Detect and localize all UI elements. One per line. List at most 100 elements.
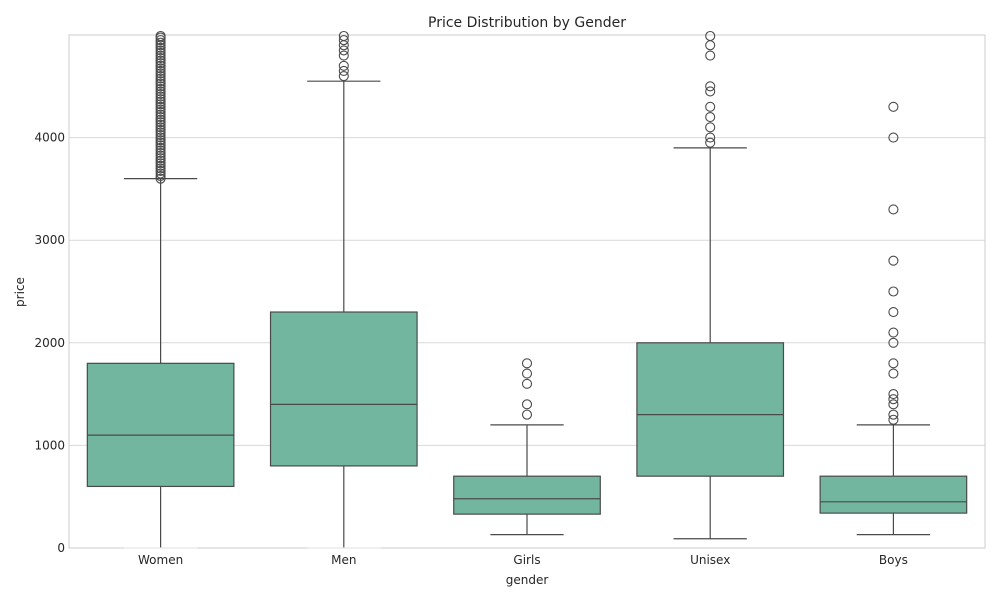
outlier-point [155,142,166,153]
outlier-point [888,409,899,420]
outlier-point [705,50,716,61]
outlier-point [155,173,166,184]
outlier-point [155,81,166,92]
box-iqr [453,475,601,515]
outlier-point [888,414,899,425]
box-group [636,30,785,540]
x-tick-label: Unisex [690,553,730,567]
outlier-point [155,68,166,79]
outlier-point [888,204,899,215]
outlier-point [155,37,166,48]
outlier-point [888,358,899,369]
outlier-point [521,399,533,410]
outlier-point [155,96,166,107]
outlier-point [155,112,166,123]
box-group [269,30,418,549]
outlier-point [888,132,899,143]
outlier-point [155,132,166,143]
outlier-point [888,389,899,400]
outlier-point [155,101,166,112]
outlier-point [155,70,166,82]
outlier-point [705,122,716,133]
outlier-point [155,163,166,174]
outlier-point [155,53,166,64]
box-iqr [86,362,235,488]
outlier-point [155,55,166,66]
plot-frame [68,34,986,549]
outlier-point [155,168,166,179]
outlier-point [155,129,166,141]
outlier-point [338,35,349,46]
outlier-point [155,88,166,100]
x-tick-label: Men [331,553,356,567]
box-iqr [819,475,968,514]
outlier-point [155,35,166,46]
outlier-point [888,101,899,112]
outlier-point [155,155,166,166]
outlier-point [155,147,166,159]
box-group [453,358,601,536]
chart-title: Price Distribution by Gender [428,15,626,31]
outlier-point [155,60,166,71]
outlier-point [155,140,166,151]
y-tick-label: 4000 [34,131,65,145]
outlier-point [155,63,166,74]
outlier-point [521,409,533,420]
outlier-point [705,101,716,112]
outlier-point [705,112,716,123]
outlier-point [155,65,166,76]
box-group [86,30,235,549]
outlier-point [155,30,166,42]
outlier-point [155,124,166,135]
outlier-point [155,171,166,182]
outlier-point [155,86,166,97]
outlier-point [521,378,533,389]
outlier-point [155,45,166,56]
outlier-point [155,47,166,59]
outlier-point [155,109,166,120]
outlier-point [888,327,899,338]
box-group [819,101,968,536]
outlier-point [521,358,533,369]
outlier-point [888,394,899,405]
outlier-point [155,158,166,169]
y-tick-label: 3000 [34,233,65,247]
outlier-point [338,65,349,76]
outlier-point [155,165,166,176]
outlier-point [705,86,716,97]
outlier-point [155,106,166,117]
x-tick-label: Girls [513,553,540,567]
outlier-point [155,58,166,69]
outlier-point [888,399,899,410]
outlier-point [705,81,716,92]
outlier-point [155,83,166,94]
outlier-point [888,368,899,379]
outlier-point [155,94,166,105]
y-axis-label: price [13,277,27,307]
outlier-point [155,153,166,164]
outlier-point [705,30,716,42]
outlier-point [155,137,166,148]
outlier-point [338,70,349,82]
outlier-point [155,119,166,130]
plot-area: 0 1000 2000 3000 4000 Women Men Girls Unisex Boys [34,30,986,567]
outlier-point [155,104,166,115]
outlier-point [338,30,349,42]
outlier-point [338,45,349,56]
outlier-point [155,114,166,125]
outlier-point [888,306,899,318]
y-tick-label: 1000 [34,438,65,452]
outlier-point [155,78,166,89]
y-tick-label: 2000 [34,336,65,350]
outlier-point [338,60,349,71]
x-tick-label: Women [138,553,183,567]
outlier-point [155,160,166,171]
outlier-point [155,122,166,133]
outlier-point [705,132,716,143]
outlier-point [155,73,166,84]
outlier-point [155,127,166,138]
outlier-point [338,50,349,61]
outlier-point [155,145,166,156]
x-tick-label: Boys [879,553,908,567]
